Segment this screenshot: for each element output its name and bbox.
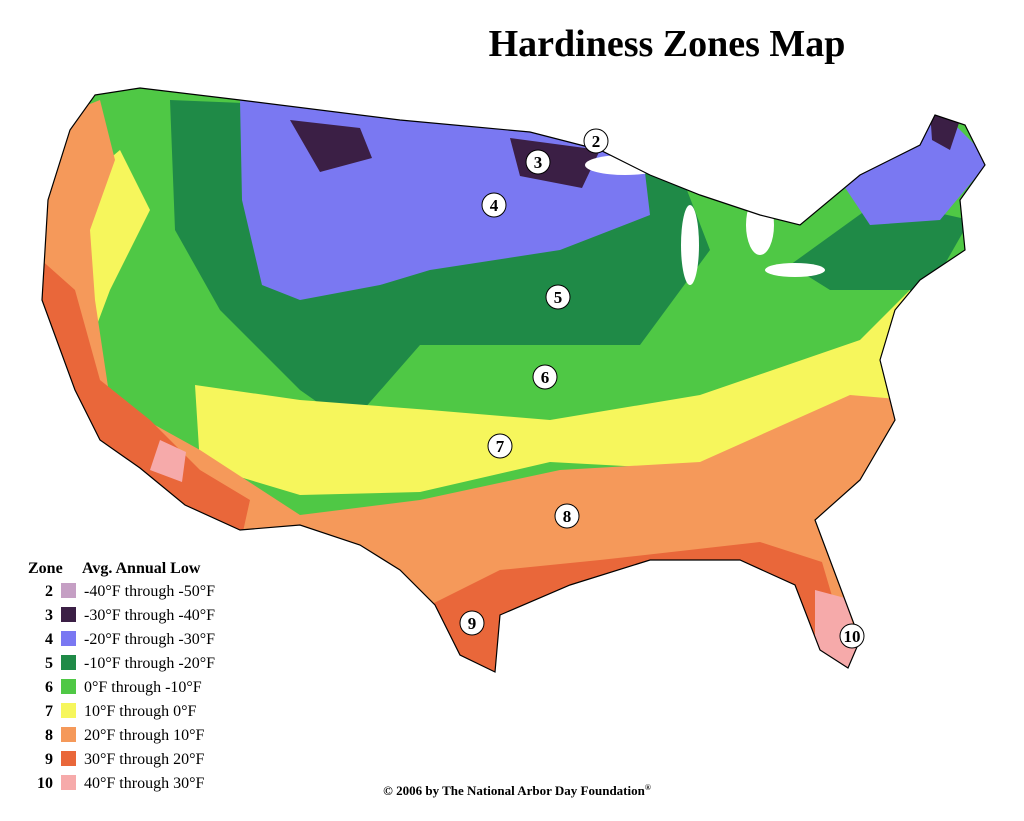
legend: 2 -40°F through -50°F 3 -30°F through -40°F… <box>37 583 215 792</box>
zone-label: 4 <box>490 196 499 215</box>
legend-range: 30°F through 20°F <box>84 751 204 768</box>
zone-label: 8 <box>563 507 572 526</box>
legend-range: 40°F through 30°F <box>84 775 204 792</box>
legend-swatch <box>61 751 76 766</box>
title: Hardiness Zones Map <box>489 23 846 65</box>
legend-swatch <box>61 703 76 718</box>
legend-swatch <box>61 631 76 646</box>
zone-label-circle <box>487 433 513 459</box>
legend-zone: 4 <box>45 631 53 648</box>
zone-region <box>840 100 985 225</box>
zone-label-circle <box>459 610 485 636</box>
legend-range-header: Avg. Annual Low <box>82 560 201 577</box>
legend-zone: 3 <box>45 607 53 624</box>
zone-label: 2 <box>592 132 601 151</box>
zone-label: 7 <box>496 437 505 456</box>
zone-label-circle <box>545 284 571 310</box>
legend-zone: 5 <box>45 655 53 672</box>
lake <box>585 155 665 175</box>
legend-zone: 8 <box>45 727 53 744</box>
copyright-text: © 2006 by The National Arbor Day Foundat… <box>383 783 645 798</box>
legend-zone: 6 <box>45 679 53 696</box>
zone-region <box>790 200 970 290</box>
legend-range: 20°F through 10°F <box>84 727 204 744</box>
legend-range: -10°F through -20°F <box>84 655 215 672</box>
legend-swatch <box>61 583 76 598</box>
legend-swatch <box>61 655 76 670</box>
zone-label: 10 <box>844 627 861 646</box>
legend-range: -30°F through -40°F <box>84 607 215 624</box>
zone-label-circle <box>583 128 609 154</box>
zone-label: 6 <box>541 368 550 387</box>
legend-swatch <box>61 775 76 790</box>
legend-zone: 2 <box>45 583 53 600</box>
copyright: © 2006 by The National Arbor Day Foundat… <box>383 783 651 798</box>
legend-zone: 10 <box>37 775 53 792</box>
legend-zone: 7 <box>45 703 53 720</box>
zone-label-circle <box>532 364 558 390</box>
zone-label-circle <box>839 623 865 649</box>
legend-range: 10°F through 0°F <box>84 703 196 720</box>
legend-swatch <box>61 727 76 742</box>
lake <box>765 263 825 277</box>
zone-region <box>60 150 910 495</box>
legend-swatch <box>61 607 76 622</box>
zone-label: 5 <box>554 288 563 307</box>
legend-range: -20°F through -30°F <box>84 631 215 648</box>
legend-swatch <box>61 679 76 694</box>
zone-label: 3 <box>534 153 543 172</box>
zone-label: 9 <box>468 614 477 633</box>
map-labels: 2 3 4 5 6 7 8 9 10 <box>459 128 865 649</box>
lake <box>681 205 699 285</box>
lake <box>746 195 774 255</box>
zone-label-circle <box>525 149 551 175</box>
legend-zone: 9 <box>45 751 53 768</box>
legend-range: -40°F through -50°F <box>84 583 215 600</box>
registered-mark: ® <box>645 783 651 792</box>
zone-label-circle <box>554 503 580 529</box>
legend-range: 0°F through -10°F <box>84 679 202 696</box>
legend-zone-header: Zone <box>28 560 63 577</box>
zone-label-circle <box>481 192 507 218</box>
